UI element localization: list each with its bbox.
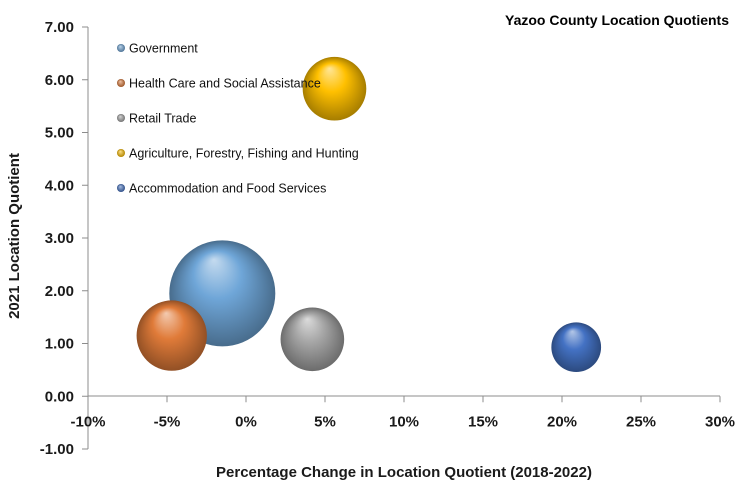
y-tick-label: 7.00 <box>45 19 74 36</box>
y-tick-label: 1.00 <box>45 336 74 353</box>
x-tick-label: 5% <box>314 413 336 430</box>
x-tick-label: -5% <box>154 413 181 430</box>
y-tick-label: 2.00 <box>45 283 74 300</box>
legend-label: Accommodation and Food Services <box>129 182 326 196</box>
y-tick-group: 7.00 6.00 5.00 4.00 3.00 2.00 1.00 0.00 -1.00 <box>40 19 88 458</box>
y-tick-label: -1.00 <box>40 441 74 458</box>
legend-label: Agriculture, Forestry, Fishing and Hunti… <box>129 147 359 161</box>
x-tick-label: 15% <box>468 413 498 430</box>
y-axis-title: 2021 Location Quotient <box>6 153 23 319</box>
bubble-group <box>136 56 602 373</box>
x-axis-title: Percentage Change in Location Quotient (… <box>216 464 592 481</box>
x-tick-label: 30% <box>705 413 735 430</box>
legend-marker <box>117 149 125 157</box>
bubble <box>136 300 207 371</box>
y-tick-label: 3.00 <box>45 230 74 247</box>
legend-marker <box>117 184 125 192</box>
legend-marker <box>117 44 125 52</box>
legend-label: Retail Trade <box>129 112 196 126</box>
x-tick-label: 10% <box>389 413 419 430</box>
bubble <box>280 307 345 372</box>
bubble <box>302 56 367 121</box>
legend-marker <box>117 79 125 87</box>
x-tick-label: 20% <box>547 413 577 430</box>
legend: Government Health Care and Social Assista… <box>117 42 359 196</box>
x-tick-label: 25% <box>626 413 656 430</box>
y-tick-label: 4.00 <box>45 177 74 194</box>
x-tick-label: 0% <box>235 413 257 430</box>
x-tick-label: -10% <box>70 413 105 430</box>
bubble <box>551 322 602 373</box>
x-tick-group: -10% -5% 0% 5% 10% 15% 20% 25% 30% <box>70 396 735 430</box>
y-tick-label: 0.00 <box>45 388 74 405</box>
y-tick-label: 5.00 <box>45 125 74 142</box>
legend-label: Health Care and Social Assistance <box>129 77 321 91</box>
chart-title: Yazoo County Location Quotients <box>505 12 729 28</box>
y-tick-label: 6.00 <box>45 72 74 89</box>
legend-marker <box>117 114 125 122</box>
legend-label: Government <box>129 42 198 56</box>
